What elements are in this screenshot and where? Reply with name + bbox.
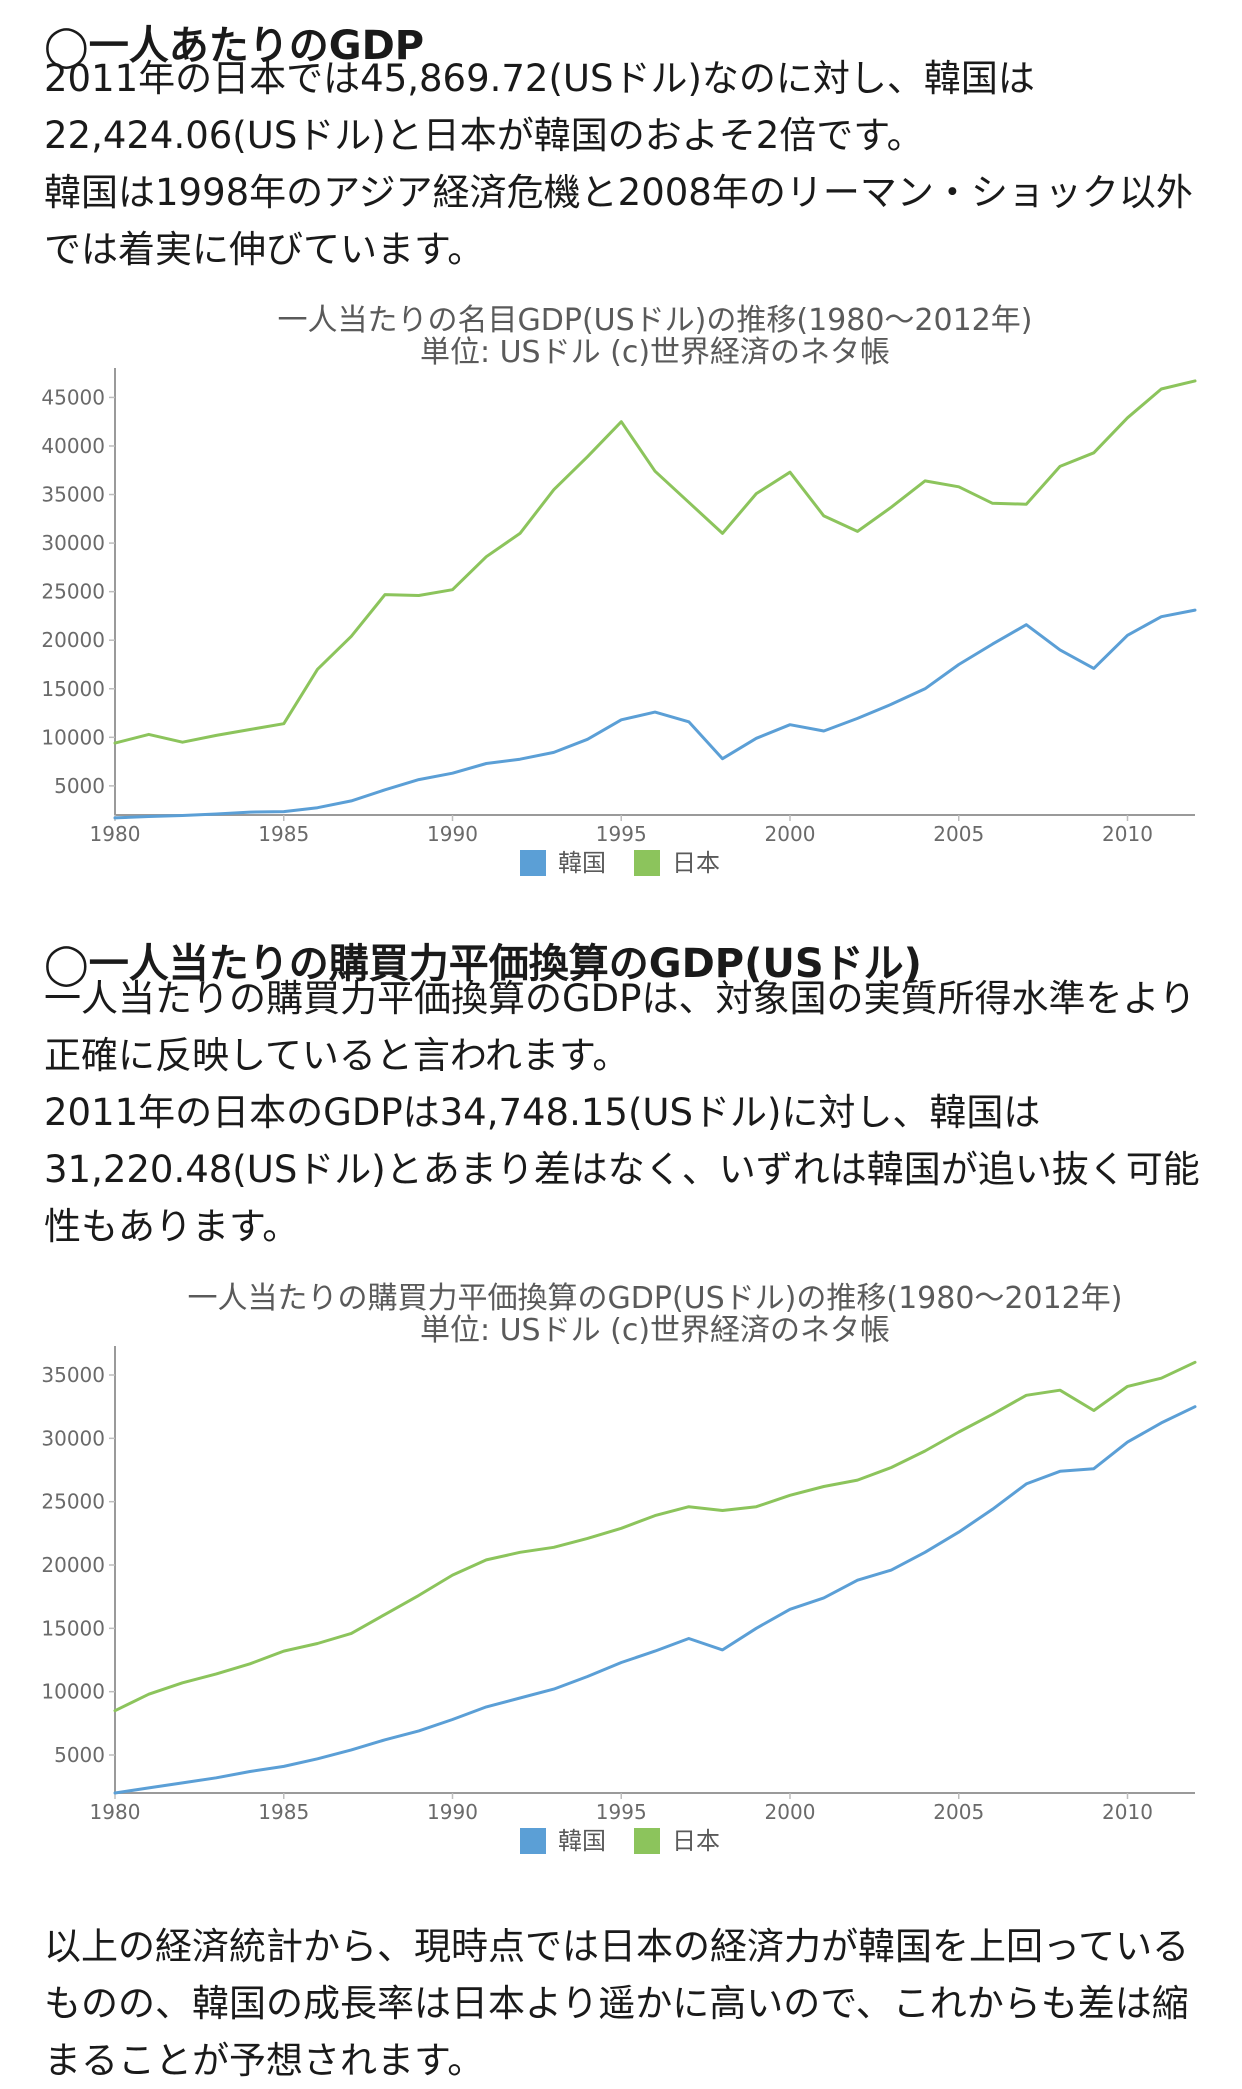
x-tick-label: 1985 <box>258 1800 309 1824</box>
y-tick-label: 5000 <box>54 774 105 798</box>
series-line-korea <box>113 1405 1197 1795</box>
chart-subtitle: 単位: USドル (c)世界経済のネタ帳 <box>420 335 890 370</box>
x-tick-label: 1980 <box>90 1800 141 1824</box>
y-tick-label: 20000 <box>41 628 105 652</box>
ppp-gdp-chart-svg: 一人当たりの購買力平価換算のGDP(USドル)の推移(1980～2012年)単位… <box>41 1281 1197 1855</box>
chart-subtitle: 単位: USドル (c)世界経済のネタ帳 <box>420 1313 890 1348</box>
y-tick-label: 10000 <box>41 725 105 749</box>
x-tick-label: 2005 <box>933 1800 984 1824</box>
x-tick-label: 2000 <box>765 1800 816 1824</box>
x-tick-label: 1990 <box>427 822 478 846</box>
y-tick-label: 5000 <box>54 1743 105 1767</box>
ppp-gdp-chart: 一人当たりの購買力平価換算のGDP(USドル)の推移(1980～2012年) 単位… <box>0 1278 1242 1878</box>
x-tick-label: 2000 <box>765 822 816 846</box>
y-tick-label: 45000 <box>41 385 105 409</box>
series-line-japan <box>113 1360 1197 1713</box>
section1-text: 2011年の日本では45,869.72(USドル)なのに対し、韓国は22,424… <box>44 50 1204 278</box>
x-tick-label: 2010 <box>1102 822 1153 846</box>
legend-swatch-korea <box>520 850 546 876</box>
legend-swatch-japan <box>634 850 660 876</box>
section1-paragraph-2: 韓国は1998年のアジア経済危機と2008年のリーマン・ショック以外では着実に伸… <box>44 171 1193 271</box>
section2-text: 一人当たりの購買力平価換算のGDPは、対象国の実質所得水準をより正確に反映してい… <box>44 970 1204 1255</box>
y-tick-label: 15000 <box>41 677 105 701</box>
x-tick-label: 1995 <box>596 1800 647 1824</box>
section2-paragraph-2: 2011年の日本のGDPは34,748.15(USドル)に対し、韓国は31,22… <box>44 1091 1200 1248</box>
y-tick-label: 15000 <box>41 1616 105 1640</box>
section1-heading: ◯一人あたりのGDP <box>44 23 425 69</box>
chart-title: 一人当たりの名目GDP(USドル)の推移(1980～2012年) <box>278 303 1033 338</box>
section2-paragraph-1: 一人当たりの購買力平価換算のGDPは、対象国の実質所得水準をより正確に反映してい… <box>44 977 1196 1077</box>
y-tick-label: 20000 <box>41 1553 105 1577</box>
y-tick-label: 25000 <box>41 1490 105 1514</box>
y-tick-label: 40000 <box>41 434 105 458</box>
x-tick-label: 1990 <box>427 1800 478 1824</box>
legend-swatch-korea <box>520 1828 546 1854</box>
legend-label-japan: 日本 <box>672 849 720 877</box>
y-tick-label: 35000 <box>41 1363 105 1387</box>
legend-label-korea: 韓国 <box>558 1827 606 1855</box>
legend-label-japan: 日本 <box>672 1827 720 1855</box>
section1-paragraph-1: 2011年の日本では45,869.72(USドル)なのに対し、韓国は22,424… <box>44 57 1035 157</box>
nominal-gdp-chart-svg: 一人当たりの名目GDP(USドル)の推移(1980～2012年)単位: USドル… <box>41 303 1197 877</box>
series-line-japan <box>113 379 1197 745</box>
nominal-gdp-chart: 一人当たりの名目GDP(USドル)の推移(1980～2012年) 単位: USドル… <box>0 300 1242 900</box>
legend-label-korea: 韓国 <box>558 849 606 877</box>
y-tick-label: 30000 <box>41 531 105 555</box>
conclusion-paragraph: 以上の経済統計から、現時点では日本の経済力が韓国を上回っているものの、韓国の成長… <box>44 1925 1190 2082</box>
section2-heading: ◯一人当たりの購買力平価換算のGDP(USドル) <box>44 941 922 987</box>
conclusion-text: 以上の経済統計から、現時点では日本の経済力が韓国を上回っているものの、韓国の成長… <box>44 1918 1204 2089</box>
x-tick-label: 2005 <box>933 822 984 846</box>
series-line-korea <box>113 608 1197 820</box>
x-tick-label: 2010 <box>1102 1800 1153 1824</box>
chart-title: 一人当たりの購買力平価換算のGDP(USドル)の推移(1980～2012年) <box>188 1281 1123 1316</box>
legend-swatch-japan <box>634 1828 660 1854</box>
y-tick-label: 25000 <box>41 580 105 604</box>
x-tick-label: 1995 <box>596 822 647 846</box>
y-tick-label: 30000 <box>41 1426 105 1450</box>
x-tick-label: 1985 <box>258 822 309 846</box>
x-tick-label: 1980 <box>90 822 141 846</box>
y-tick-label: 10000 <box>41 1680 105 1704</box>
y-tick-label: 35000 <box>41 483 105 507</box>
